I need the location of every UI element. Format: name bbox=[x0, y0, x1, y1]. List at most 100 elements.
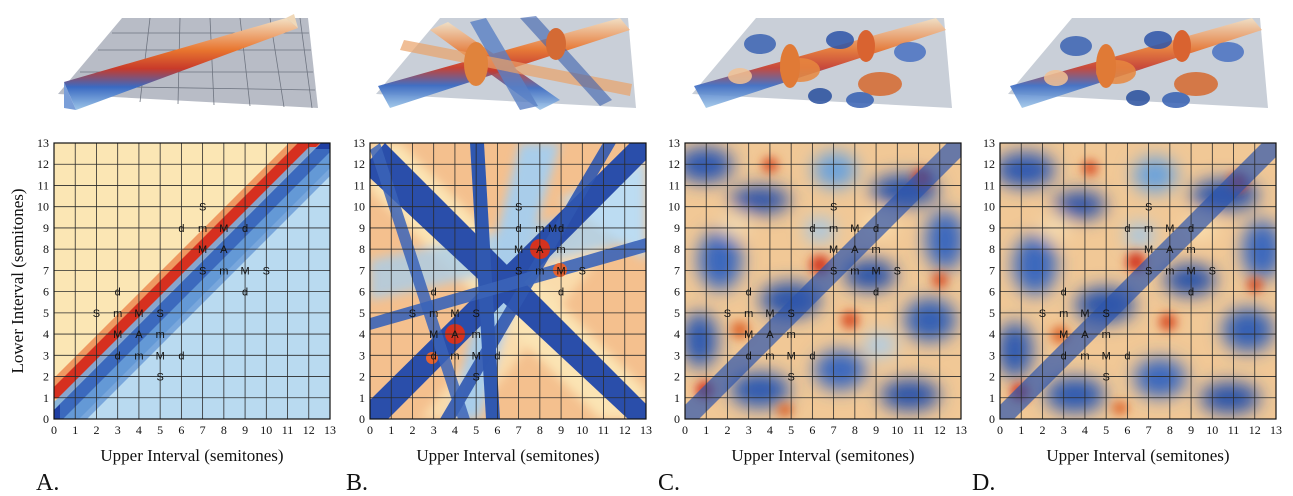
chord-label: S bbox=[787, 372, 794, 384]
x-tick-label: 3 bbox=[115, 423, 121, 437]
chord-label: S bbox=[515, 265, 522, 277]
y-tick-label: 7 bbox=[43, 263, 49, 277]
x-tick-label: 9 bbox=[242, 423, 248, 437]
x-tick-label: 10 bbox=[1206, 423, 1218, 437]
y-tick-label: 2 bbox=[43, 370, 49, 384]
chord-label: A bbox=[851, 244, 859, 256]
x-tick-label: 12 bbox=[934, 423, 946, 437]
chord-label: d bbox=[809, 350, 815, 362]
chord-label: d bbox=[1188, 287, 1194, 299]
x-tick-label: 3 bbox=[746, 423, 752, 437]
y-tick-label: 9 bbox=[359, 221, 365, 235]
chord-label: S bbox=[472, 308, 479, 320]
chord-label: d bbox=[178, 350, 184, 362]
y-tick-label: 3 bbox=[989, 348, 995, 362]
plot-frame bbox=[53, 142, 331, 420]
y-tick-label: 0 bbox=[43, 412, 49, 426]
chord-label: m bbox=[535, 265, 544, 277]
chord-label: m bbox=[1080, 350, 1089, 362]
y-tick-label: 1 bbox=[43, 391, 49, 405]
y-tick-label: 6 bbox=[359, 285, 365, 299]
plot-frame bbox=[684, 142, 962, 420]
heatmap-d bbox=[1000, 143, 1276, 419]
chord-label: m bbox=[450, 350, 459, 362]
y-tick-label: 0 bbox=[674, 412, 680, 426]
panel-letter-b: B. bbox=[346, 470, 368, 496]
chord-label: S bbox=[787, 308, 794, 320]
y-tick-label: 5 bbox=[674, 306, 680, 320]
chord-label: S bbox=[156, 308, 163, 320]
x-tick-label: 5 bbox=[1103, 423, 1109, 437]
x-tick-label: 2 bbox=[724, 423, 730, 437]
plot-frame bbox=[369, 142, 647, 420]
chord-label: M bbox=[1059, 329, 1068, 341]
chord-label: m bbox=[429, 308, 438, 320]
chord-label: d bbox=[115, 350, 121, 362]
chord-label: S bbox=[830, 202, 837, 214]
chord-label: d bbox=[178, 223, 184, 235]
y-tick-label: 4 bbox=[43, 327, 49, 341]
x-tick-label: 6 bbox=[178, 423, 184, 437]
x-tick-label: 3 bbox=[1061, 423, 1067, 437]
chord-label: M bbox=[871, 265, 880, 277]
chord-label: S bbox=[1145, 202, 1152, 214]
chord-label: A bbox=[135, 329, 143, 341]
chord-label: M bbox=[744, 329, 753, 341]
chord-label: M bbox=[548, 223, 557, 235]
x-tick-label: 13 bbox=[1270, 423, 1282, 437]
x-tick-label: 2 bbox=[1039, 423, 1045, 437]
chord-label: M bbox=[1102, 350, 1111, 362]
chord-label: m bbox=[1165, 265, 1174, 277]
y-tick-label: 12 bbox=[668, 157, 680, 171]
x-tick-label: 9 bbox=[558, 423, 564, 437]
x-axis-title-b: Upper Interval (semitones) bbox=[416, 446, 599, 465]
chord-label: M bbox=[514, 244, 523, 256]
x-tick-label: 13 bbox=[324, 423, 336, 437]
x-axis-title-a: Upper Interval (semitones) bbox=[100, 446, 283, 465]
y-tick-label: 10 bbox=[353, 200, 365, 214]
chord-label: d bbox=[746, 287, 752, 299]
y-tick-label: 7 bbox=[674, 263, 680, 277]
chord-label: d bbox=[873, 287, 879, 299]
x-tick-label: 0 bbox=[367, 423, 373, 437]
chord-label: A bbox=[451, 329, 459, 341]
x-tick-label: 4 bbox=[136, 423, 142, 437]
chord-label: S bbox=[472, 372, 479, 384]
x-tick-label: 1 bbox=[703, 423, 709, 437]
chord-label: d bbox=[494, 350, 500, 362]
chord-label: m bbox=[1059, 308, 1068, 320]
chord-label: M bbox=[1186, 265, 1195, 277]
x-tick-label: 2 bbox=[93, 423, 99, 437]
y-tick-label: 7 bbox=[359, 263, 365, 277]
y-tick-label: 2 bbox=[989, 370, 995, 384]
chord-label: d bbox=[1061, 287, 1067, 299]
x-tick-label: 8 bbox=[221, 423, 227, 437]
chord-label: m bbox=[1144, 223, 1153, 235]
panel-letter-d: D. bbox=[972, 470, 995, 496]
surface-3d-d bbox=[1008, 18, 1268, 108]
x-tick-label: 8 bbox=[537, 423, 543, 437]
chord-label: m bbox=[850, 265, 859, 277]
y-tick-label: 9 bbox=[43, 221, 49, 235]
x-tick-label: 11 bbox=[282, 423, 294, 437]
chord-label: d bbox=[115, 287, 121, 299]
x-tick-label: 11 bbox=[913, 423, 925, 437]
x-tick-label: 11 bbox=[1228, 423, 1240, 437]
chord-label: d bbox=[558, 223, 564, 235]
chord-label: A bbox=[1166, 244, 1174, 256]
x-tick-label: 8 bbox=[852, 423, 858, 437]
chord-label: S bbox=[1102, 308, 1109, 320]
chord-label: d bbox=[516, 223, 522, 235]
x-tick-label: 1 bbox=[388, 423, 394, 437]
x-tick-label: 13 bbox=[640, 423, 652, 437]
y-tick-label: 7 bbox=[989, 263, 995, 277]
surface-3d-a bbox=[58, 14, 318, 110]
y-tick-label: 4 bbox=[989, 327, 995, 341]
chord-label: S bbox=[1039, 308, 1046, 320]
chord-label: S bbox=[724, 308, 731, 320]
chord-label: M bbox=[429, 329, 438, 341]
x-tick-label: 4 bbox=[1082, 423, 1088, 437]
chord-label: d bbox=[1188, 223, 1194, 235]
chord-label: M bbox=[765, 308, 774, 320]
